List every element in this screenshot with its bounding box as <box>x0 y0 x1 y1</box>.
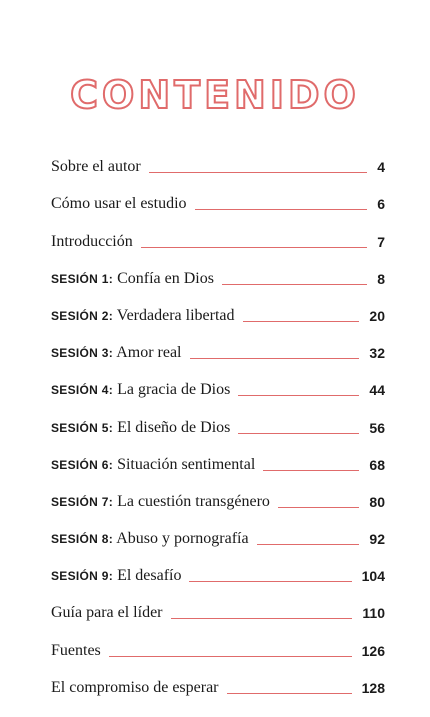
toc-entry: SESIÓN 8: Abuso y pornografía 92 <box>51 516 385 553</box>
page-number: 68 <box>369 456 385 473</box>
toc-entry: Fuentes 126 <box>51 627 385 664</box>
toc-entry: SESIÓN 5: El diseño de Dios 56 <box>51 404 385 441</box>
toc-entry: SESIÓN 3: Amor real 32 <box>51 330 385 367</box>
toc-entry-label: Verdadera libertad <box>116 306 235 324</box>
leader-line <box>221 283 368 285</box>
toc-entry-label: El compromiso de esperar <box>51 678 219 696</box>
toc-entry-label: Situación sentimental <box>117 455 256 473</box>
session-prefix: SESIÓN 1: <box>51 271 114 286</box>
toc-entry-label: Sobre el autor <box>51 158 141 176</box>
page-number: 32 <box>369 345 385 362</box>
toc-entry: Cómo usar el estudio 6 <box>51 181 385 218</box>
session-prefix: SESIÓN 4: <box>51 383 114 398</box>
toc-entry-title: SESIÓN 1: Confía en Dios <box>51 265 214 293</box>
page-number: 128 <box>361 679 385 696</box>
page-title: CONTENIDO <box>69 72 360 118</box>
page-number: 8 <box>377 270 385 287</box>
session-prefix: SESIÓN 8: <box>51 532 114 547</box>
toc-entry-title: SESIÓN 5: El diseño de Dios <box>51 414 230 442</box>
page-number: 56 <box>369 419 385 436</box>
toc-entry-label: Introducción <box>51 232 133 250</box>
toc-entry-label: Cómo usar el estudio <box>51 195 187 213</box>
toc-entry: SESIÓN 7: La cuestión transgénero 80 <box>51 479 385 516</box>
toc-entry-title: SESIÓN 8: Abuso y pornografía <box>51 525 249 553</box>
session-prefix: SESIÓN 7: <box>51 494 114 509</box>
table-of-contents: Sobre el autor 4 Cómo usar el estudio 6 Intr… <box>51 144 385 702</box>
leader-line <box>238 432 360 434</box>
toc-entry-title: El compromiso de esperar <box>51 674 219 702</box>
toc-entry-title: Cómo usar el estudio <box>51 190 187 218</box>
leader-line <box>170 618 353 620</box>
toc-entry: El compromiso de esperar 128 <box>51 665 385 702</box>
page-number: 6 <box>377 196 385 213</box>
toc-entry-label: El diseño de Dios <box>117 418 231 436</box>
page-number: 20 <box>369 307 385 324</box>
toc-entry-label: Confía en Dios <box>117 269 214 287</box>
leader-line <box>256 544 360 546</box>
toc-entry: SESIÓN 6: Situación sentimental 68 <box>51 442 385 479</box>
toc-entry-label: Guía para el líder <box>51 604 163 622</box>
toc-entry-title: SESIÓN 4: La gracia de Dios <box>51 376 230 404</box>
page-number: 110 <box>362 605 385 622</box>
toc-entry-title: SESIÓN 9: El desafío <box>51 562 181 590</box>
leader-line <box>140 246 368 248</box>
session-prefix: SESIÓN 2: <box>51 308 114 323</box>
leader-line <box>277 506 360 508</box>
page-number: 7 <box>377 233 385 250</box>
leader-line <box>226 692 352 694</box>
toc-entry-label: Abuso y pornografía <box>116 530 249 548</box>
toc-entry: SESIÓN 2: Verdadera libertad 20 <box>51 293 385 330</box>
toc-entry-label: Fuentes <box>51 641 101 659</box>
toc-entry-title: Guía para el líder <box>51 599 163 627</box>
session-prefix: SESIÓN 9: <box>51 569 114 584</box>
toc-entry-label: La gracia de Dios <box>117 381 231 399</box>
toc-entry-label: El desafío <box>117 567 182 585</box>
leader-line <box>148 172 368 174</box>
leader-line <box>242 320 360 322</box>
leader-line <box>263 469 360 471</box>
page-number: 4 <box>377 159 385 176</box>
toc-entry: Sobre el autor 4 <box>51 144 385 181</box>
page-number: 80 <box>369 493 385 510</box>
toc-entry-title: Fuentes <box>51 637 101 665</box>
leader-line <box>189 581 352 583</box>
toc-entry-title: SESIÓN 3: Amor real <box>51 339 182 367</box>
toc-entry-title: SESIÓN 2: Verdadera libertad <box>51 302 235 330</box>
leader-line <box>108 655 352 657</box>
page-number: 126 <box>361 642 385 659</box>
session-prefix: SESIÓN 5: <box>51 420 114 435</box>
toc-entry: SESIÓN 1: Confía en Dios 8 <box>51 256 385 293</box>
toc-entry-label: La cuestión transgénero <box>117 492 270 510</box>
leader-line <box>238 395 360 397</box>
leader-line <box>189 358 360 360</box>
toc-entry: Guía para el líder 110 <box>51 590 385 627</box>
page-number: 92 <box>369 531 385 548</box>
toc-entry: SESIÓN 9: El desafío 104 <box>51 553 385 590</box>
toc-entry: Introducción 7 <box>51 218 385 255</box>
toc-entry-title: SESIÓN 6: Situación sentimental <box>51 451 255 479</box>
session-prefix: SESIÓN 3: <box>51 346 114 361</box>
toc-entry-title: SESIÓN 7: La cuestión transgénero <box>51 488 270 516</box>
toc-entry-label: Amor real <box>116 344 182 362</box>
leader-line <box>194 209 368 211</box>
session-prefix: SESIÓN 6: <box>51 457 114 472</box>
page-number: 104 <box>361 568 385 585</box>
toc-entry-title: Introducción <box>51 228 133 256</box>
page-number: 44 <box>369 382 385 399</box>
toc-entry-title: Sobre el autor <box>51 153 141 181</box>
toc-entry: SESIÓN 4: La gracia de Dios 44 <box>51 367 385 404</box>
